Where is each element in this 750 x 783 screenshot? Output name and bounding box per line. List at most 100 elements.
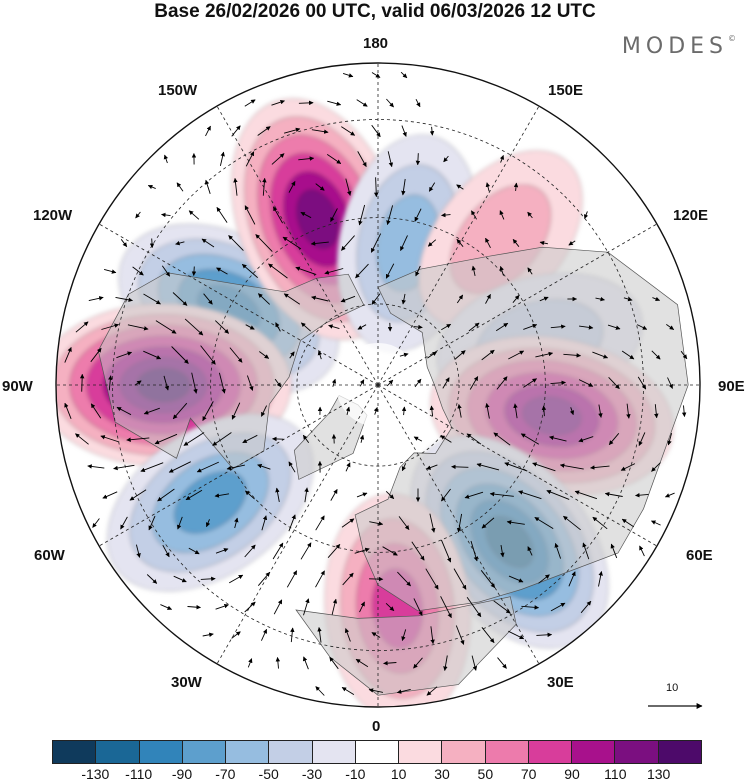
wind-arrow-icon [303,598,310,616]
wind-arrow-icon [411,541,425,561]
wind-arrow-icon [610,543,618,559]
wind-arrow-icon [116,406,132,416]
colorbar-segment [53,741,97,763]
wind-arrow-icon [245,490,255,500]
colorbar-tick-label: -30 [301,766,323,782]
wind-arrow-icon [143,293,161,305]
wind-arrow-icon [311,129,329,134]
wind-arrow-icon [324,268,344,275]
wind-arrow-icon [340,295,356,303]
wind-arrow-icon [216,267,228,275]
colorbar-tick-label: -10 [345,766,366,782]
wind-arrow-icon [370,233,382,253]
wind-arrow-icon [92,518,100,528]
colorbar-tick-label: -50 [258,766,279,782]
wind-arrow-icon [638,432,646,447]
wind-arrow-icon [283,293,301,305]
wind-arrow-icon [205,519,211,528]
wind-arrow-icon [172,292,188,306]
wind-arrow-icon [454,350,466,360]
wind-arrow-icon [598,404,603,418]
wind-arrow-icon [485,294,491,304]
wind-arrow-icon [245,324,255,330]
wind-arrow-icon [539,240,548,246]
wind-arrow-icon [443,655,448,671]
wind-arrow-icon [664,492,675,498]
wind-arrow-icon [163,375,170,391]
lon-label-0: 0 [372,718,381,735]
logo-text: MODES [621,34,728,59]
wind-arrow-icon [183,432,205,446]
wind-arrow-icon [191,372,198,394]
wind-arrow-icon [476,462,500,471]
wind-arrow-icon [637,376,647,390]
map-title: Base 26/02/2026 00 UTC, valid 06/03/2026… [154,1,596,22]
wind-arrow-icon [201,238,215,248]
wind-arrow-icon [200,345,216,365]
wind-arrow-icon [426,464,438,470]
wind-arrow-icon [527,546,533,556]
wind-arrow-icon [608,376,620,390]
wind-arrow-icon [244,601,256,613]
wind-arrow-icon [176,182,184,192]
colorbar-tick-label: -130 [81,766,110,782]
wind-arrow-icon [226,464,245,471]
colorbar-segment [658,741,701,763]
wind-arrow-icon [273,599,283,615]
wind-arrow-icon [442,377,450,389]
wind-arrow-icon [163,154,169,164]
colorbar-segment [485,741,529,763]
wind-arrow-icon [101,323,120,330]
wind-arrow-icon [315,183,325,191]
wind-arrow-icon [231,631,241,639]
wind-arrow-icon [330,489,338,501]
colorbar-segment [572,741,616,763]
wind-arrow-icon [102,491,118,499]
wind-arrow-icon [79,373,85,392]
wind-arrow-icon [535,351,554,358]
wind-arrow-icon [274,378,282,388]
wind-arrow-icon [504,462,528,472]
wind-arrow-icon [126,437,150,442]
wind-arrow-icon [496,376,508,390]
wind-arrow-icon [592,351,609,359]
wind-arrow-icon [286,570,298,588]
wind-arrow-icon [471,655,478,671]
wind-arrow-icon [650,520,661,526]
wind-arrow-icon [228,235,244,251]
wind-arrow-icon [536,632,553,638]
colorbar-tick-label: -90 [171,766,193,782]
wind-arrow-icon [382,546,398,556]
wind-arrow-icon [480,570,496,589]
wind-arrow-icon [200,576,216,582]
colorbar-segment [442,741,486,763]
wind-arrow-icon [574,490,598,500]
lon-label-150w: 150W [158,82,198,99]
wind-arrow-icon [485,182,491,192]
wind-arrow-icon [275,487,280,502]
wind-arrow-icon [397,571,411,587]
wind-arrow-icon [90,403,102,419]
wind-arrow-icon [154,433,178,445]
wind-arrow-icon [300,322,311,332]
wind-arrow-icon [90,347,102,363]
wind-arrow-icon [527,211,533,219]
wind-arrow-icon [272,542,284,560]
wind-arrow-icon [595,296,605,302]
wind-arrow-icon [116,351,133,359]
wind-arrow-icon [590,465,610,470]
wind-arrow-icon [100,435,120,443]
wind-arrow-icon [359,379,365,387]
wind-arrow-icon [373,177,379,198]
wind-arrow-icon [499,210,505,220]
wind-arrow-icon [499,154,505,163]
wind-arrow-icon [202,632,214,637]
wind-arrow-icon [260,405,268,417]
wind-arrow-icon [275,656,281,669]
lon-label-150e: 150E [548,82,584,99]
wind-arrow-icon [290,627,295,643]
wind-arrow-icon [621,350,635,360]
colorbar-segment [96,741,140,763]
wind-arrow-icon [636,324,648,330]
wind-arrow-icon [549,435,567,442]
